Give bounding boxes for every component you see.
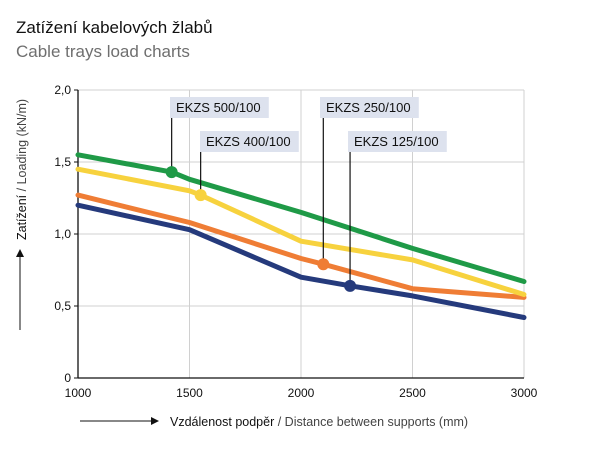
callout-box <box>170 97 269 118</box>
series-marker <box>194 189 207 202</box>
callout-box <box>320 97 419 118</box>
chart-title: Zatížení kabelových žlabů <box>16 18 213 37</box>
chart-subtitle: Cable trays load charts <box>16 42 190 61</box>
x-tick-label: 2000 <box>288 386 315 400</box>
series-marker <box>317 258 330 271</box>
y-tick-label: 0,5 <box>54 299 71 313</box>
callout-box <box>348 131 447 152</box>
y-axis-label-main: Zatížení <box>15 194 29 240</box>
series-label: EKZS 250/100 <box>326 100 411 115</box>
x-tick-label: 1000 <box>65 386 92 400</box>
x-tick-label: 2500 <box>399 386 426 400</box>
series-label: EKZS 125/100 <box>354 134 439 149</box>
y-axis-label: Zatížení / Loading (kN/m) <box>15 99 29 240</box>
callout-box <box>200 131 299 152</box>
x-tick-label: 3000 <box>511 386 538 400</box>
series-marker <box>165 166 178 179</box>
series-line <box>75 192 527 300</box>
series-label: EKZS 500/100 <box>176 100 261 115</box>
series-line <box>75 152 527 284</box>
y-tick-label: 0 <box>64 371 71 385</box>
y-tick-label: 1,0 <box>54 227 71 241</box>
y-axis-label-rest: / Loading (kN/m) <box>15 99 29 195</box>
x-axis-label-main: Vzdálenost podpěr <box>170 415 274 429</box>
y-tick-label: 1,5 <box>54 155 71 169</box>
series-line <box>75 166 527 297</box>
x-axis-label-rest: / Distance between supports (mm) <box>274 415 468 429</box>
series-line <box>75 202 527 320</box>
x-axis-label: Vzdálenost podpěr / Distance between sup… <box>170 415 468 429</box>
series-marker <box>344 279 357 292</box>
series-label: EKZS 400/100 <box>206 134 291 149</box>
y-tick-label: 2,0 <box>54 83 71 97</box>
x-tick-label: 1500 <box>176 386 203 400</box>
